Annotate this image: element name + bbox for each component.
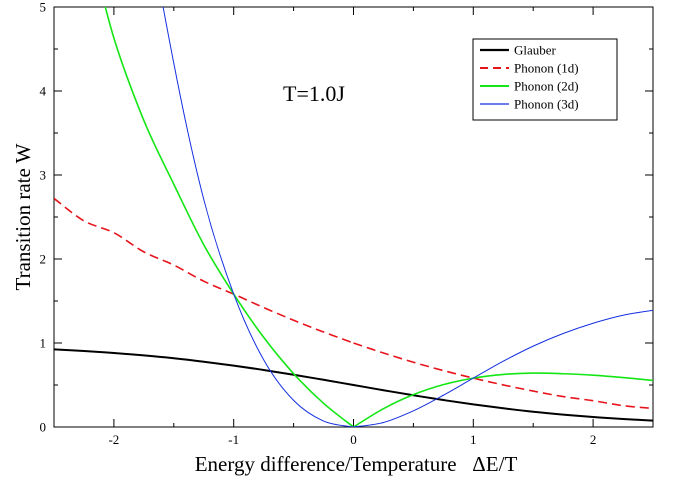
x-tick-label: -2	[108, 432, 119, 447]
legend-label-phonon-1d: Phonon (1d)	[514, 61, 579, 76]
y-tick-label: 3	[40, 168, 47, 183]
axis-ticks: -2 -1 0 1 2 0 1 2 3 4 5	[40, 0, 654, 447]
series-line-phonon-1d-part1	[54, 197, 354, 344]
legend: Glauber Phonon (1d) Phonon (2d) Phonon (3d)	[472, 38, 618, 121]
x-tick-label: 2	[590, 432, 597, 447]
series-line-phonon-3d-part2	[353, 309, 653, 427]
legend-label-phonon-2d: Phonon (2d)	[514, 79, 579, 94]
legend-label-glauber: Glauber	[514, 43, 557, 58]
legend-label-phonon-3d: Phonon (3d)	[514, 97, 579, 112]
y-tick-label: 2	[40, 252, 47, 267]
y-tick-label: 5	[40, 0, 47, 15]
series-line-phonon-3d-part1	[162, 7, 354, 427]
legend-box	[472, 38, 618, 121]
x-tick-label: -1	[228, 432, 239, 447]
annotation-temperature: T=1.0J	[283, 81, 345, 106]
y-tick-label: 4	[40, 84, 47, 99]
x-axis-title: Energy difference/Temperature ΔE/T	[195, 452, 518, 476]
y-tick-label: 1	[40, 336, 47, 351]
x-tick-label: 1	[470, 432, 477, 447]
x-tick-label: 0	[350, 432, 357, 447]
y-axis-title: Transition rate W	[11, 143, 35, 290]
y-tick-label: 0	[40, 420, 47, 435]
series-line-phonon-2d-part1	[104, 7, 354, 427]
series-layer	[54, 7, 653, 427]
series-line-phonon-2d-part2	[353, 372, 653, 427]
series-line-phonon-1d-part2	[353, 342, 653, 410]
series-line-glauber	[54, 348, 653, 422]
